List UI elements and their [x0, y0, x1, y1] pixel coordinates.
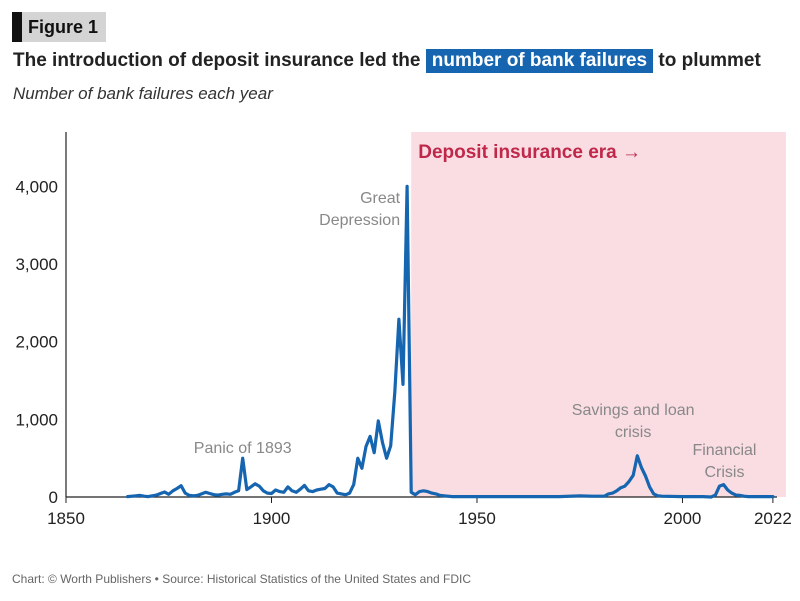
annotation-label: Crisis: [704, 464, 744, 481]
chart-footer: Chart: © Worth Publishers • Source: Hist…: [12, 572, 471, 586]
figure-label-bar: [12, 12, 22, 42]
deposit-insurance-era-region: [411, 132, 786, 497]
annotation-label: Depression: [319, 212, 400, 229]
annotation-label: Financial: [692, 442, 756, 459]
deposit-insurance-era-label: Deposit insurance era →: [418, 142, 641, 163]
chart-subtitle: Number of bank failures each year: [13, 84, 273, 103]
figure-label: Figure 1: [12, 12, 107, 42]
chart-title: The introduction of deposit insurance le…: [13, 48, 761, 74]
annotation-label: Panic of 1893: [194, 440, 292, 457]
y-tick-label: 3,000: [15, 255, 58, 274]
x-tick-label: 2000: [664, 509, 702, 528]
x-tick-label: 1900: [253, 509, 291, 528]
title-before: The introduction of deposit insurance le…: [13, 50, 426, 71]
y-tick-label: 2,000: [15, 333, 58, 352]
annotation-label: Great: [360, 190, 401, 207]
y-tick-label: 1,000: [15, 410, 58, 429]
title-highlight: number of bank failures: [425, 49, 654, 73]
y-tick-label: 0: [49, 488, 58, 507]
x-tick-label: 1950: [458, 509, 496, 528]
x-tick-label: 2022: [754, 509, 792, 528]
y-tick-label: 4,000: [15, 177, 58, 196]
bank-failures-series-line: [125, 184, 775, 499]
annotation-label: crisis: [615, 424, 651, 441]
annotation-label: Savings and loan: [572, 402, 695, 419]
figure-label-text: Figure 1: [22, 12, 107, 42]
x-tick-label: 1850: [47, 509, 85, 528]
title-after: to plummet: [653, 50, 761, 71]
